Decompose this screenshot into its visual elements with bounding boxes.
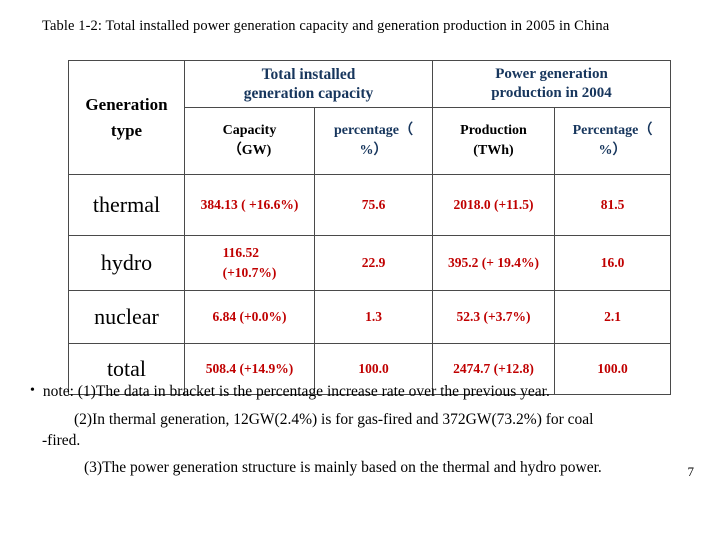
table-header-group-row: Generation type Total installed generati… xyxy=(68,60,671,175)
header-group-installed-capacity: Total installed generation capacity xyxy=(184,60,433,108)
header-group-power-generation: Power generation production in 2004 xyxy=(432,60,671,108)
cell-value: 75.6 xyxy=(361,196,386,212)
bullet-icon: • xyxy=(30,383,35,398)
cell-capacity-percentage: 1.3 xyxy=(314,290,433,344)
column-header-capacity-percentage: percentage（ %） xyxy=(314,107,433,175)
page-title: Table 1-2: Total installed power generat… xyxy=(42,18,610,34)
cell-value: 100.0 xyxy=(597,360,628,376)
cell-production-percentage: 2.1 xyxy=(554,290,671,344)
cell-capacity-percentage: 75.6 xyxy=(314,174,433,236)
cell-production: 395.2 (+ 19.4%) xyxy=(432,235,555,291)
cell-production-percentage: 81.5 xyxy=(554,174,671,236)
cell-value: 22.9 xyxy=(361,254,386,270)
cell-capacity: 508.4 (+14.9%) xyxy=(184,343,315,395)
cell-value: 52.3 (+3.7%) xyxy=(456,308,531,324)
cell-value: 16.0 xyxy=(600,254,625,270)
column-header-production-percentage: Percentage（ %） xyxy=(554,107,671,175)
cell-production-percentage: 16.0 xyxy=(554,235,671,291)
cell-capacity: 6.84 (+0.0%) xyxy=(184,290,315,344)
cell-value: 2474.7 (+12.8) xyxy=(453,360,534,376)
cell-capacity-percentage: 100.0 xyxy=(314,343,433,395)
cell-production: 52.3 (+3.7%) xyxy=(432,290,555,344)
header-generation-type: Generation type xyxy=(68,60,185,175)
cell-value: 1.3 xyxy=(365,308,382,324)
cell-capacity-percentage: 22.9 xyxy=(314,235,433,291)
page-number: 7 xyxy=(687,464,695,479)
cell-value: 6.84 (+0.0%) xyxy=(212,308,287,324)
cell-value: 81.5 xyxy=(600,196,625,212)
column-header-capacity: Capacity （GW) xyxy=(184,107,315,175)
table-row-nuclear: nuclear 6.84 (+0.0%) 1.3 52.3 (+3.7%) 2.… xyxy=(68,290,671,344)
column-header-production: Production (TWh) xyxy=(432,107,555,175)
table-row-thermal: thermal 384.13 ( +16.6%) 75.6 2018.0 (+1… xyxy=(68,174,671,236)
cell-value: 384.13 ( +16.6%) xyxy=(200,196,299,212)
note-3: (3)The power generation structure is mai… xyxy=(84,459,602,476)
row-label: total xyxy=(68,343,185,395)
cell-production-percentage: 100.0 xyxy=(554,343,671,395)
cell-value: 116.52 (+10.7%) xyxy=(222,244,277,280)
row-label: thermal xyxy=(68,174,185,236)
row-label: hydro xyxy=(68,235,185,291)
table-row-hydro: hydro 116.52 (+10.7%) 22.9 395.2 (+ 19.4… xyxy=(68,235,671,291)
generation-capacity-table: Generation type Total installed generati… xyxy=(68,60,671,395)
cell-value: 395.2 (+ 19.4%) xyxy=(448,254,539,270)
table-row-total: total 508.4 (+14.9%) 100.0 2474.7 (+12.8… xyxy=(68,343,671,395)
note-1: • note: (1)The data in bracket is the pe… xyxy=(30,382,708,403)
cell-production: 2018.0 (+11.5) xyxy=(432,174,555,236)
row-label: nuclear xyxy=(68,290,185,344)
cell-capacity: 384.13 ( +16.6%) xyxy=(184,174,315,236)
note-1-text: note: (1)The data in bracket is the perc… xyxy=(42,383,550,400)
cell-value: 2018.0 (+11.5) xyxy=(453,196,534,212)
table-subheader-row: Capacity （GW) percentage（ %） Production … xyxy=(69,107,671,175)
cell-capacity: 116.52 (+10.7%) xyxy=(184,235,315,291)
note-2: (2)In thermal generation, 12GW(2.4%) is … xyxy=(42,411,594,449)
cell-value: 2.1 xyxy=(604,308,621,324)
cell-production: 2474.7 (+12.8) xyxy=(432,343,555,395)
cell-value: 508.4 (+14.9%) xyxy=(205,360,294,376)
cell-value: 100.0 xyxy=(358,360,389,376)
